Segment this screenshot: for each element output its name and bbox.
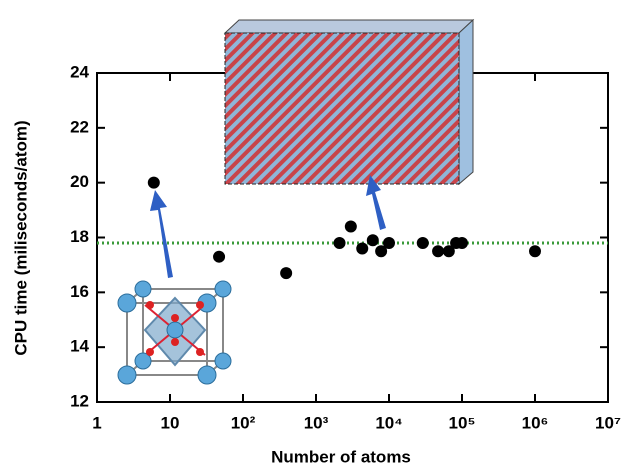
x-tick-label: 10³ (304, 413, 329, 432)
y-tick-label: 22 (70, 117, 89, 136)
data-point (383, 237, 395, 249)
data-point (529, 245, 541, 257)
crystal-inset (118, 281, 231, 384)
data-point (367, 234, 379, 246)
data-point (432, 245, 444, 257)
y-tick-label: 24 (70, 62, 89, 81)
data-point (148, 177, 160, 189)
x-tick-label: 10 (161, 413, 180, 432)
slab-inset (225, 20, 473, 184)
data-point (417, 237, 429, 249)
x-tick-label: 1 (92, 413, 101, 432)
x-tick-label: 10⁷ (595, 413, 621, 432)
y-tick-label: 18 (70, 227, 89, 246)
y-tick-label: 16 (70, 282, 89, 301)
x-tick-label: 10⁵ (449, 413, 476, 432)
y-tick-label: 20 (70, 172, 89, 191)
data-point (456, 237, 468, 249)
y-tick-label: 14 (70, 337, 89, 356)
x-tick-label: 10² (231, 413, 256, 432)
data-point (280, 267, 292, 279)
y-tick-label: 12 (70, 391, 89, 410)
data-point (345, 221, 357, 233)
chart: 12 14 16 18 20 22 24 1 10 10² 10³ 10⁴ 10⁵ 10⁶ 10⁷ Numb… (0, 0, 625, 471)
y-axis-label: CPU time (miliseconds/atom) (11, 120, 30, 355)
x-tick-label: 10⁶ (522, 413, 549, 432)
x-tick-label: 10⁴ (375, 413, 402, 432)
data-point (213, 251, 225, 263)
data-point (356, 242, 368, 254)
x-axis-label: Number of atoms (271, 447, 411, 466)
data-point (334, 237, 346, 249)
